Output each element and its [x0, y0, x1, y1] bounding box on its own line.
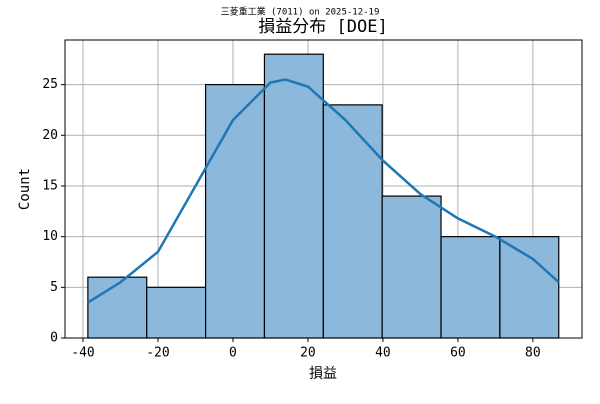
bar [381, 195, 442, 339]
kde-line [87, 78, 560, 304]
suptitle: 三菱重工業 (7011) on 2025-12-19 [221, 6, 380, 18]
x-tick-label: 20 [300, 346, 316, 361]
bar [440, 236, 501, 339]
y-tick-label: 25 [42, 77, 58, 92]
bar [204, 83, 266, 339]
y-axis-label: Count [17, 168, 33, 210]
plot-frame [64, 39, 583, 339]
x-tick-label: 0 [229, 346, 237, 361]
bar [263, 53, 324, 339]
bar [146, 286, 207, 339]
x-tick-label: 80 [525, 346, 541, 361]
y-tick-label: 10 [42, 229, 58, 244]
y-tick-label: 15 [42, 178, 58, 193]
bar [87, 276, 148, 339]
x-tick-label: -20 [146, 346, 169, 361]
x-tick-label: 60 [450, 346, 466, 361]
chart-title: 損益分布 [DOE] [258, 17, 387, 37]
y-tick-label: 20 [42, 128, 58, 143]
x-tick-label: 40 [375, 346, 391, 361]
y-tick-label: 0 [50, 331, 58, 346]
x-tick-label: -40 [71, 346, 94, 361]
bar [322, 104, 383, 339]
x-axis-label: 損益 [309, 366, 337, 382]
y-tick-label: 5 [50, 280, 58, 295]
bar [499, 236, 560, 339]
